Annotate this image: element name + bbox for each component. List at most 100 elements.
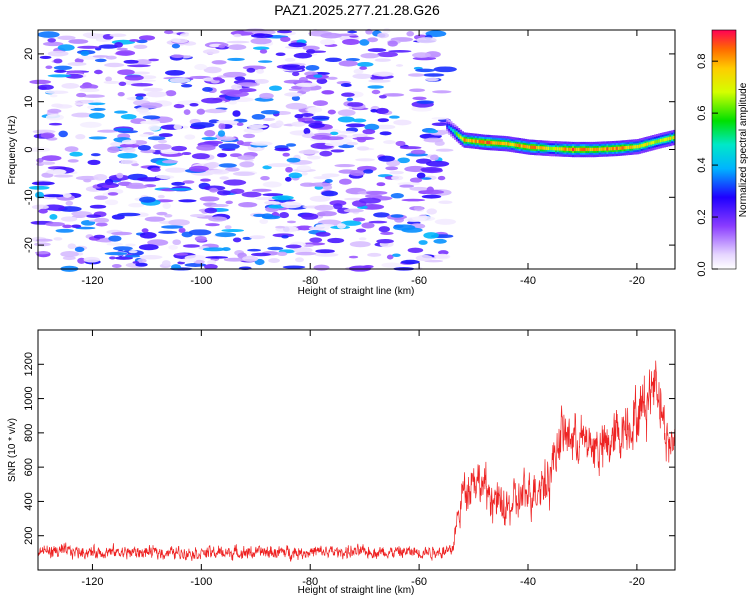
spectrogram-noise-cell bbox=[274, 147, 291, 152]
spectrogram-noise-cell bbox=[47, 50, 69, 57]
spectrogram-noise-cell bbox=[251, 113, 266, 120]
spectrogram-noise-cell bbox=[230, 188, 245, 194]
spectrogram-noise-cell bbox=[79, 88, 100, 93]
spectrogram-ridge-cell bbox=[572, 147, 575, 152]
snr-x-label: Height of straight line (km) bbox=[298, 585, 415, 596]
spectrogram-noise-cell bbox=[117, 92, 125, 97]
y-tick-label: 0 bbox=[23, 146, 35, 152]
spectrogram-noise-cell bbox=[284, 64, 300, 67]
spectrogram-noise-cell bbox=[239, 161, 255, 168]
spectrogram-noise-cell bbox=[217, 130, 226, 137]
spectrogram-ridge-cell bbox=[619, 146, 623, 150]
spectrogram-noise-cell bbox=[264, 200, 282, 205]
spectrogram-noise-cell bbox=[120, 159, 138, 165]
spectrogram-noise-cell bbox=[362, 265, 374, 269]
spectrogram-noise-cell bbox=[223, 257, 246, 262]
spectrogram-noise-cell bbox=[242, 255, 259, 262]
spectrogram-noise-cell bbox=[178, 258, 197, 263]
spectrogram-noise-cell bbox=[390, 193, 404, 199]
spectrogram-noise-cell bbox=[227, 44, 247, 50]
spectrogram-ridge-cell bbox=[490, 141, 493, 145]
spectrogram-noise-cell bbox=[269, 85, 282, 91]
spectrogram-noise-cell bbox=[119, 143, 140, 148]
spectrogram-noise-cell bbox=[171, 264, 181, 270]
spectrogram-noise-cell bbox=[321, 173, 340, 178]
spectrogram-ridge-cell bbox=[551, 146, 554, 151]
spectrogram-ridge-cell bbox=[602, 147, 605, 151]
spectrogram-ridge-cell bbox=[608, 147, 611, 151]
spectrogram-noise-cell bbox=[128, 203, 145, 208]
spectrogram-noise-cell bbox=[298, 149, 320, 155]
spectrogram-noise-cell bbox=[39, 55, 52, 59]
spectrogram-ridge-cell bbox=[661, 138, 665, 142]
spectrogram-noise-cell bbox=[94, 58, 107, 63]
spectrogram-noise-cell bbox=[141, 228, 149, 233]
spectrogram-noise-cell bbox=[218, 122, 226, 130]
spectrogram-ridge-cell bbox=[507, 142, 510, 146]
spectrogram-ridge-cell bbox=[471, 139, 474, 143]
spectrogram-noise-cell bbox=[203, 66, 222, 74]
spectrogram-ridge-cell bbox=[556, 147, 560, 151]
spectrogram-noise-cell bbox=[348, 255, 359, 259]
spectrogram-noise-cell bbox=[45, 90, 69, 95]
spectrogram-noise-cell bbox=[367, 48, 387, 53]
spectrogram-noise-cell bbox=[97, 129, 119, 133]
spectrogram-noise-cell bbox=[353, 68, 364, 75]
spectrogram-noise-cell bbox=[275, 225, 286, 229]
spectrogram-noise-cell bbox=[409, 88, 426, 93]
spectrogram-noise-cell bbox=[42, 41, 64, 47]
spectrogram-noise-cell bbox=[293, 247, 313, 254]
spectrogram-noise-cell bbox=[338, 130, 356, 134]
spectrogram-ridge-cell bbox=[520, 144, 524, 148]
spectrogram-ridge-cell bbox=[463, 138, 466, 142]
spectrogram-noise-cell bbox=[140, 120, 149, 125]
spectrogram-noise-cell bbox=[114, 110, 128, 114]
spectrogram-noise-cell bbox=[282, 265, 306, 269]
spectrogram-noise-cell bbox=[90, 107, 106, 111]
spectrogram-noise-cell bbox=[315, 231, 331, 237]
spectrogram-noise-cell bbox=[286, 220, 297, 224]
spectrogram-ridge-cell bbox=[665, 137, 668, 141]
spectrogram-noise-cell bbox=[292, 71, 300, 77]
spectrogram-noise-cell bbox=[291, 121, 306, 127]
spectrogram-noise-cell bbox=[71, 211, 92, 217]
spectrogram-ridge-cell bbox=[585, 147, 588, 152]
spectrogram-noise-cell bbox=[201, 136, 218, 141]
spectrogram-noise-cell bbox=[224, 225, 232, 230]
spectrogram-noise-cell bbox=[74, 246, 85, 253]
spectrogram-ridge-cell bbox=[650, 141, 653, 145]
spectrogram-noise-cell bbox=[433, 238, 447, 244]
spectrogram-noise-cell bbox=[98, 44, 119, 49]
spectrogram-ridge-cell bbox=[446, 123, 449, 128]
spectrogram-noise-cell bbox=[346, 141, 359, 146]
spectrogram-noise-cell bbox=[211, 60, 227, 65]
spectrogram-noise-cell bbox=[75, 175, 99, 181]
spectrogram-noise-cell bbox=[130, 82, 154, 87]
spectrogram-noise-cell bbox=[71, 112, 93, 118]
spectrogram-noise-cell bbox=[148, 125, 161, 131]
spectrogram-noise-cell bbox=[74, 57, 84, 64]
spectrogram-noise-cell bbox=[250, 141, 273, 146]
spectrogram-ridge-cell bbox=[640, 144, 644, 148]
spectrogram-noise-cell bbox=[271, 195, 294, 201]
spectrogram-noise-cell bbox=[418, 240, 428, 245]
spectrogram-ridge-cell bbox=[636, 145, 640, 149]
spectrogram-noise-cell bbox=[309, 237, 323, 243]
spectrogram-ridge-cell bbox=[469, 139, 472, 143]
spectrogram-noise-cell bbox=[423, 232, 439, 239]
spectrogram-noise-cell bbox=[134, 59, 152, 65]
spectrogram-noise-cell bbox=[311, 115, 330, 120]
spectrogram-noise-cell bbox=[61, 83, 80, 89]
spectrogram-noise-cell bbox=[128, 250, 138, 254]
spectrogram-noise-cell bbox=[254, 258, 265, 266]
spectrogram-noise-cell bbox=[133, 71, 150, 75]
spectrogram-noise-cell bbox=[92, 55, 110, 58]
spectrogram-ridge-cell bbox=[513, 143, 516, 147]
spectrogram-noise-cell bbox=[204, 130, 216, 137]
spectrogram-noise-cell bbox=[117, 212, 141, 217]
spectrogram-noise-cell bbox=[262, 117, 275, 121]
spectrogram-noise-cell bbox=[319, 150, 333, 157]
spectrogram-noise-cell bbox=[425, 77, 439, 82]
spectrogram-ridge-cell bbox=[589, 147, 592, 152]
spectrogram-noise-cell bbox=[383, 28, 391, 34]
